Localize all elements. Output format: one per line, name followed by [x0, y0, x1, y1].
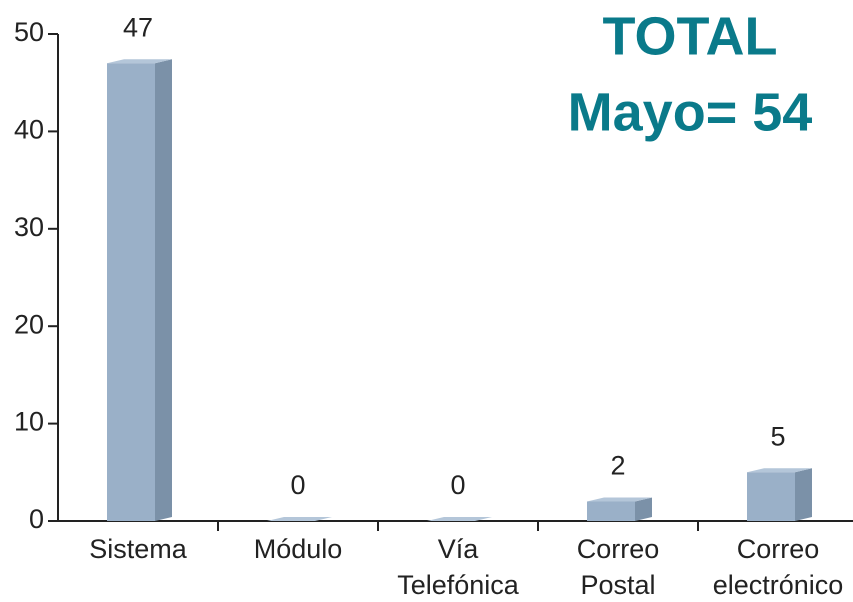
- x-tick-label: Correo: [737, 534, 820, 564]
- y-tick-label: 0: [29, 504, 44, 534]
- y-tick-label: 20: [14, 309, 44, 339]
- bar-top: [267, 517, 332, 521]
- value-label: 0: [290, 470, 305, 500]
- bar-front: [747, 472, 795, 521]
- value-label: 47: [123, 12, 153, 42]
- x-tick-label: Módulo: [254, 534, 343, 564]
- bar-top: [107, 59, 172, 64]
- bar-top: [587, 497, 652, 502]
- bar: [107, 59, 172, 521]
- bar-front: [107, 63, 155, 521]
- bar-side: [635, 497, 652, 521]
- y-tick-label: 30: [14, 212, 44, 242]
- bar: [267, 517, 332, 521]
- y-tick-label: 40: [14, 115, 44, 145]
- x-tick-label: electrónico: [713, 570, 844, 600]
- bar-front: [587, 501, 635, 521]
- x-tick-label: Correo: [577, 534, 660, 564]
- x-tick-label: Telefónica: [397, 570, 520, 600]
- bar-top: [747, 468, 812, 473]
- x-tick-label: Vía: [438, 534, 480, 564]
- x-tick-label: Postal: [580, 570, 655, 600]
- y-tick-label: 50: [14, 17, 44, 47]
- bar: [587, 497, 652, 521]
- bar: [427, 517, 492, 521]
- x-tick-label: Sistema: [89, 534, 188, 564]
- annotation: Mayo= 54: [568, 82, 813, 142]
- y-tick-label: 10: [14, 407, 44, 437]
- bar-side: [155, 59, 172, 521]
- annotation: TOTAL: [603, 6, 778, 66]
- bar: [747, 468, 812, 521]
- value-label: 2: [610, 451, 625, 481]
- value-label: 5: [770, 421, 785, 451]
- bar-side: [795, 468, 812, 521]
- value-label: 0: [450, 470, 465, 500]
- bar-top: [427, 517, 492, 521]
